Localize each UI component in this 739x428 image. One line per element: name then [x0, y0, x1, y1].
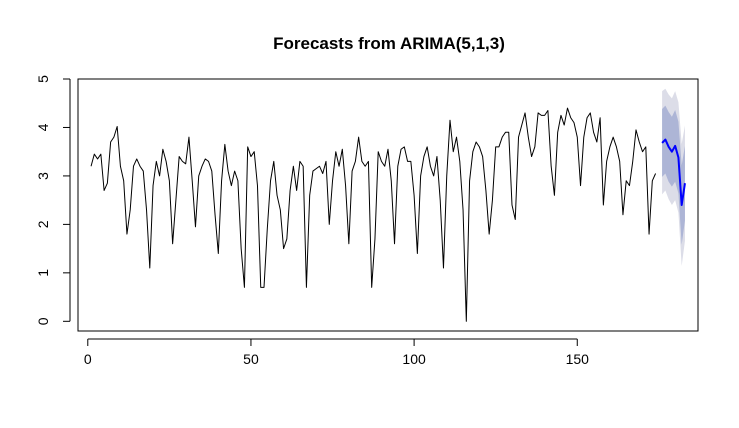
- y-tick-label: 4: [35, 123, 51, 131]
- x-tick-label: 150: [566, 351, 590, 367]
- series-lines: [90, 107, 686, 322]
- x-axis: 0 50 100 150: [84, 338, 590, 367]
- chart-title: Forecasts from ARIMA(5,1,3): [273, 34, 505, 53]
- interval-80-band: [662, 105, 685, 245]
- prediction-interval-bands: [662, 88, 685, 267]
- y-tick-label: 5: [35, 75, 51, 83]
- y-tick-label: 3: [35, 172, 51, 180]
- forecast-series-line: [661, 138, 686, 206]
- x-tick-label: 100: [402, 351, 426, 367]
- observed-series-line: [90, 107, 657, 322]
- x-tick-label: 0: [84, 351, 92, 367]
- x-tick-label: 50: [243, 351, 259, 367]
- y-axis: 0 1 2 3 4 5: [35, 75, 71, 325]
- y-tick-label: 0: [35, 317, 51, 325]
- y-tick-label: 2: [35, 220, 51, 228]
- y-tick-label: 1: [35, 269, 51, 277]
- plot-frame: [77, 78, 699, 332]
